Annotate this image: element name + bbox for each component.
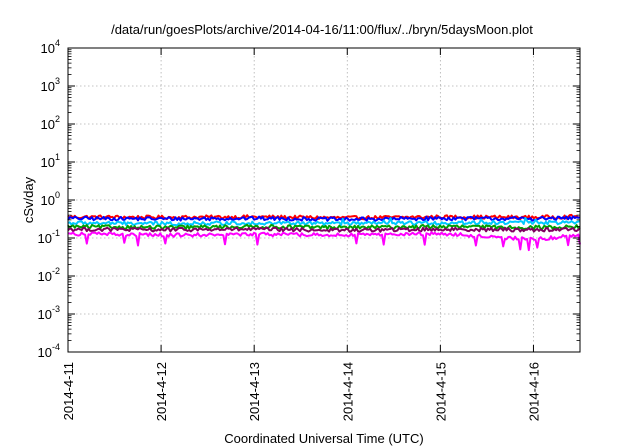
series-line-6	[67, 231, 581, 252]
y-tick-label: 104	[41, 38, 60, 56]
x-tick-labels: 2014-4-11 2014-4-12 2014-4-13 2014-4-14 2014…	[61, 362, 541, 421]
series-line-4	[67, 223, 581, 231]
x-axis-label: Coordinated Universal Time (UTC)	[224, 431, 423, 446]
series-group	[67, 213, 581, 252]
x-tick-label: 2014-4-16	[526, 362, 541, 421]
x-tick-label: 2014-4-14	[340, 362, 355, 421]
y-axis-label: cSv/day	[21, 176, 36, 223]
y-tick-label: 10-3	[38, 304, 60, 322]
y-tick-label: 102	[41, 114, 60, 132]
series-line-1	[67, 213, 580, 221]
ticks	[67, 47, 580, 353]
grid	[68, 48, 580, 352]
x-tick-label: 2014-4-11	[61, 362, 76, 420]
y-tick-labels: 104 103 102 101 100 10-1 10-2 10-3 10-4	[38, 38, 60, 360]
x-tick-label: 2014-4-13	[247, 362, 262, 421]
y-tick-label: 100	[41, 190, 60, 208]
y-tick-label: 103	[41, 76, 60, 94]
series-line-2	[67, 215, 581, 222]
y-tick-label: 101	[41, 152, 60, 170]
chart-title: /data/run/goesPlots/archive/2014-04-16/1…	[111, 22, 533, 37]
x-tick-label: 2014-4-15	[433, 362, 448, 421]
y-tick-label: 10-2	[38, 266, 60, 284]
series-line-3	[67, 217, 581, 227]
y-tick-label: 10-4	[38, 342, 60, 360]
y-tick-label: 10-1	[38, 228, 60, 246]
series-line-5	[67, 226, 581, 233]
x-tick-label: 2014-4-12	[154, 362, 169, 421]
